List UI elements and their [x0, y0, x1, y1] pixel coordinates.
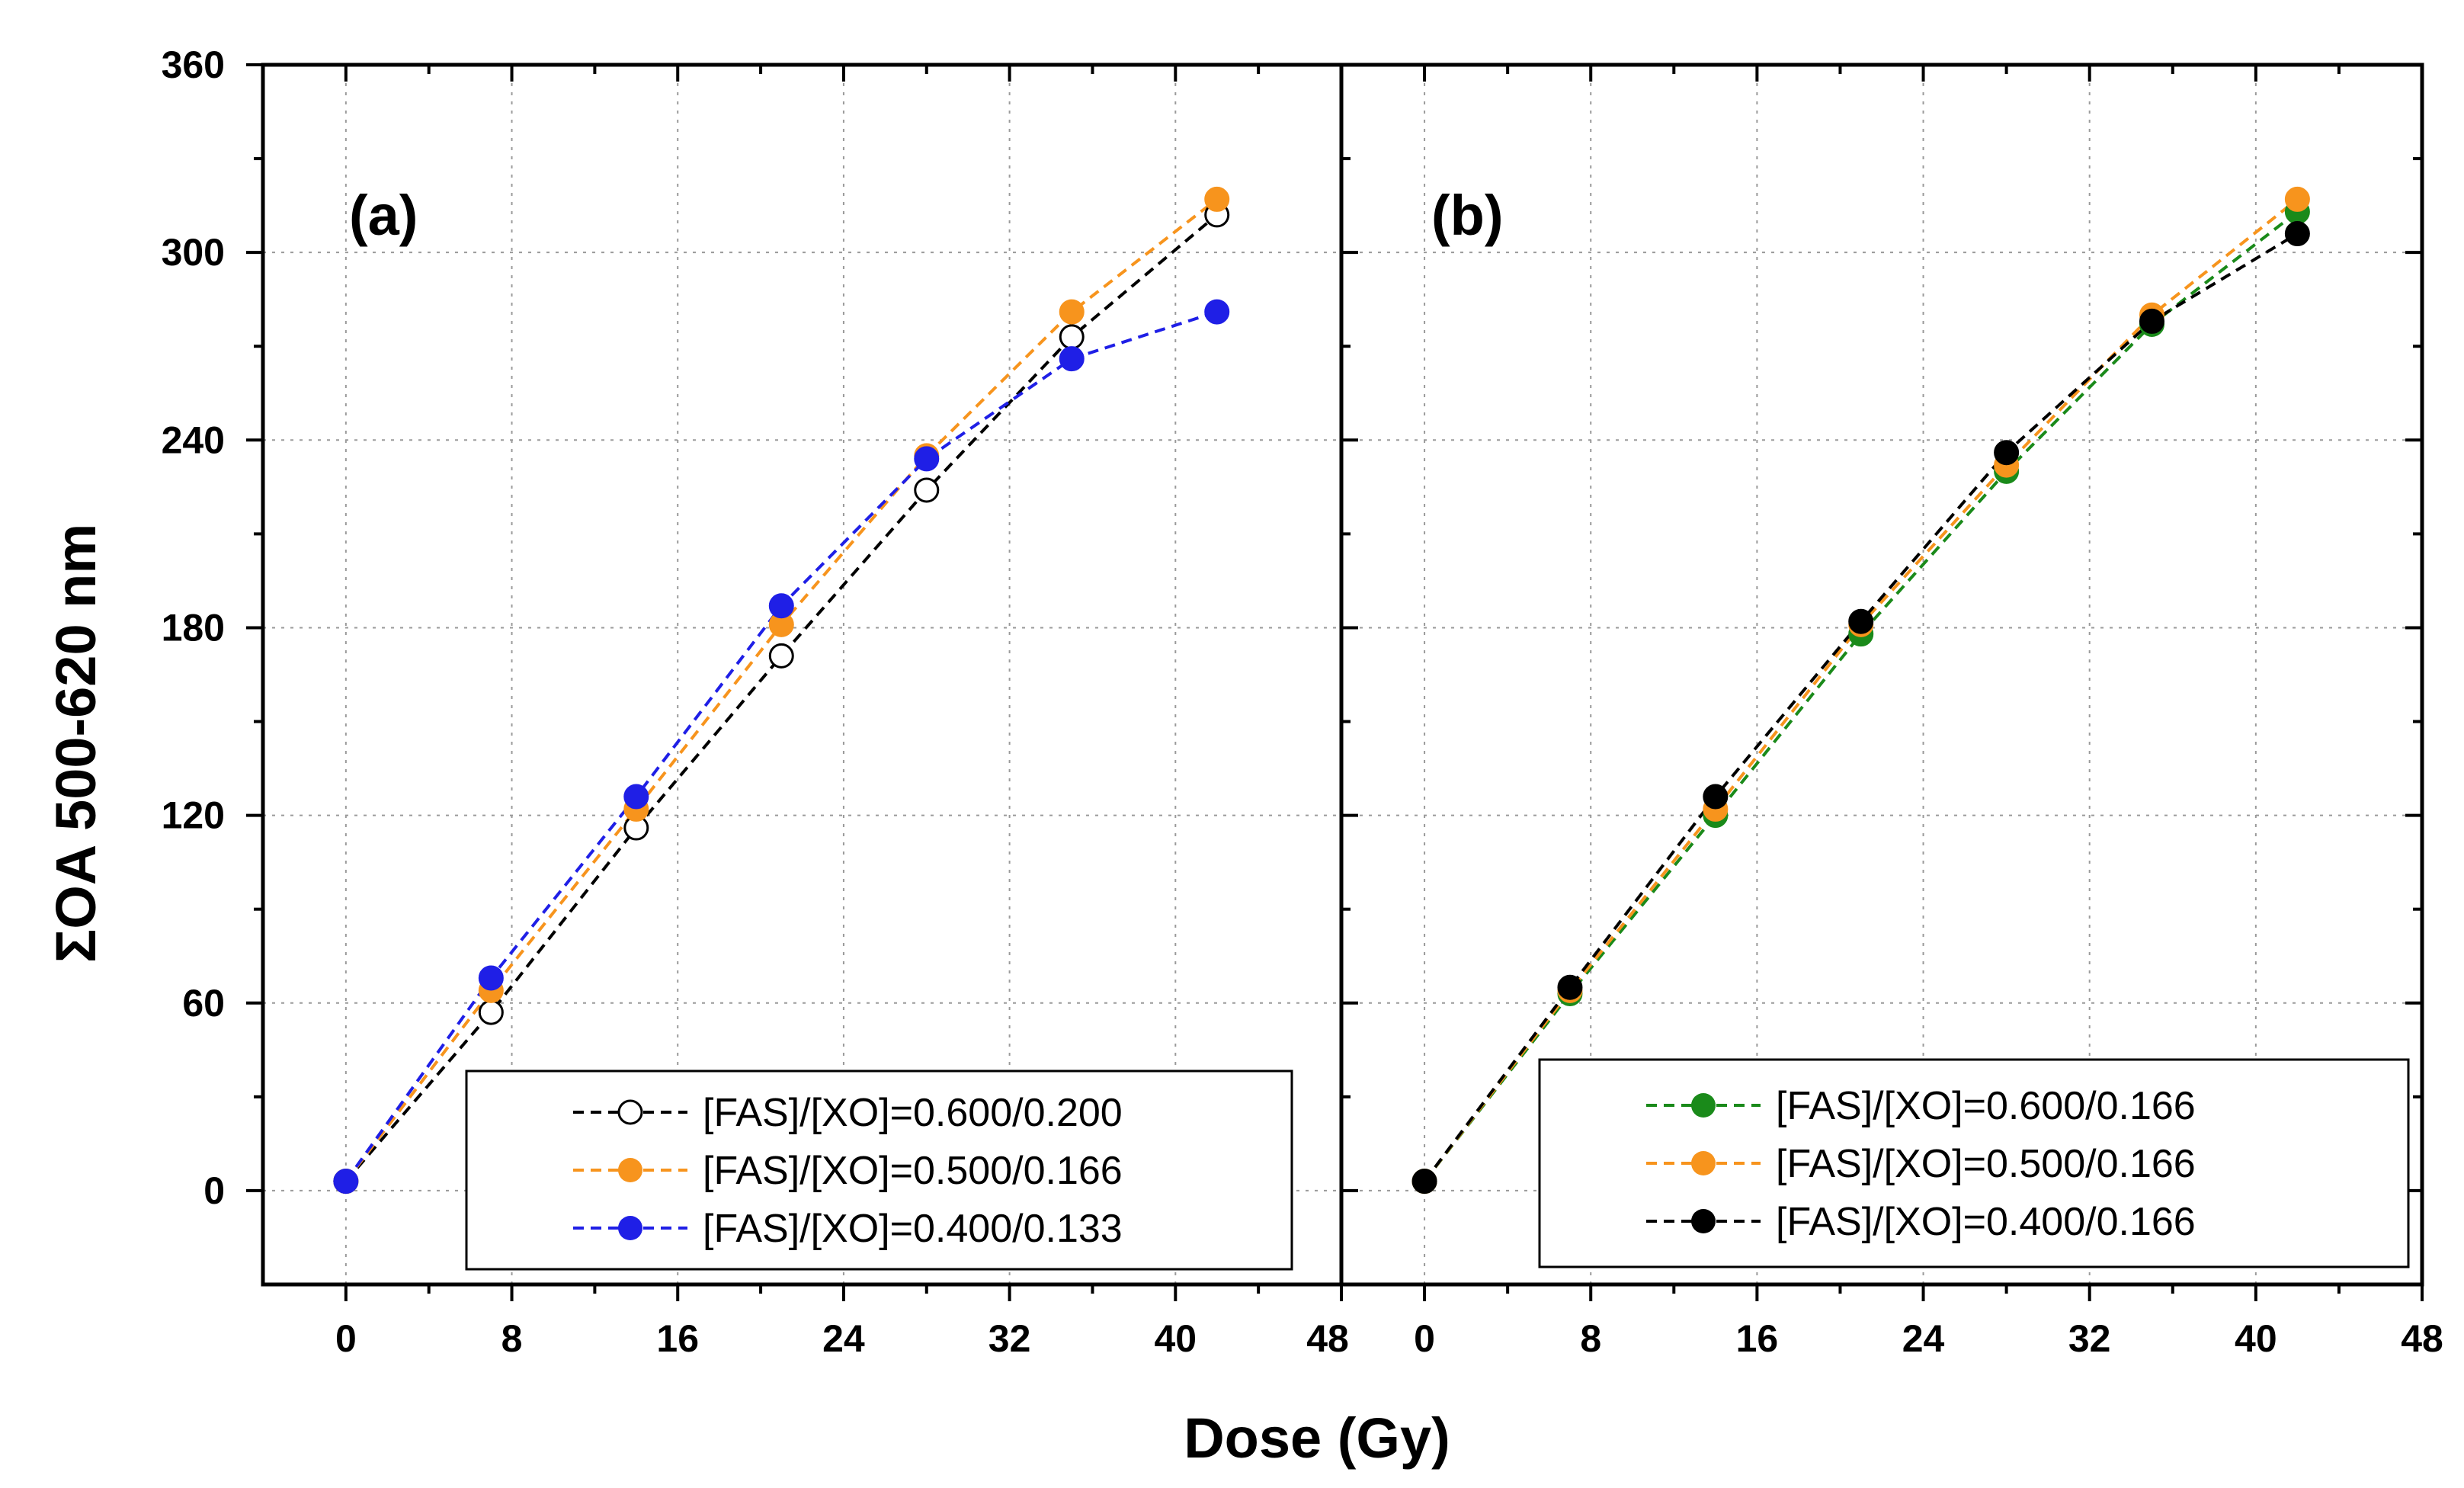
data-point	[1848, 608, 1874, 634]
legend-marker	[1691, 1209, 1716, 1233]
y-tick-label: 120	[162, 794, 225, 837]
x-tick-label: 16	[656, 1317, 699, 1360]
y-tick-label: 0	[203, 1169, 225, 1212]
legend-marker	[618, 1216, 642, 1240]
series-line-2	[344, 197, 1218, 1182]
y-tick-label: 300	[162, 231, 225, 274]
panel-a: 0 8 16 24 32 40 48 0 60 120 180 240 300 360 (a) [FAS]/[…	[162, 43, 1349, 1360]
series-line-1	[1423, 210, 2299, 1182]
y-tick-label: 60	[182, 982, 225, 1025]
data-point	[623, 784, 649, 810]
x-tick-label: 24	[822, 1317, 865, 1360]
data-point	[478, 965, 504, 991]
data-point	[914, 477, 940, 503]
legend-label: [FAS]/[XO]=0.600/0.166	[1776, 1084, 2196, 1128]
data-point	[1059, 324, 1085, 350]
panel-label: (b)	[1431, 184, 1504, 247]
legend-marker	[618, 1158, 642, 1182]
data-point	[2284, 186, 2310, 212]
x-tick-label: 40	[1154, 1317, 1197, 1360]
data-point	[914, 446, 940, 472]
x-tick-label: 48	[1306, 1317, 1349, 1360]
data-point	[2284, 221, 2310, 247]
y-tick-label: 180	[162, 606, 225, 649]
data-point	[768, 643, 794, 669]
panel-label: (a)	[349, 184, 418, 247]
x-tick-label: 24	[1902, 1317, 1945, 1360]
data-point	[2139, 308, 2164, 334]
x-tick-label: 0	[335, 1317, 357, 1360]
legend-label: [FAS]/[XO]=0.600/0.200	[703, 1091, 1123, 1135]
legend-box	[465, 1070, 1293, 1271]
series-line-1	[344, 213, 1218, 1182]
x-tick-label: 16	[1736, 1317, 1779, 1360]
series-line-3	[1423, 232, 2299, 1182]
data-point	[1703, 784, 1729, 810]
x-tick-label: 32	[988, 1317, 1031, 1360]
x-tick-label: 0	[1414, 1317, 1435, 1360]
data-point	[768, 593, 794, 619]
y-axis-title: ΣOA 500-620 nm	[44, 524, 107, 963]
x-tick-label: 8	[1580, 1317, 1601, 1360]
series-line-2	[1423, 197, 2299, 1182]
legend-marker	[617, 1099, 643, 1125]
legend-label: [FAS]/[XO]=0.500/0.166	[703, 1149, 1123, 1193]
x-tick-label: 8	[501, 1317, 523, 1360]
data-point	[1059, 346, 1085, 372]
legend-label: [FAS]/[XO]=0.400/0.166	[1776, 1200, 2196, 1244]
data-point	[1994, 440, 2020, 466]
x-tick-label: 40	[2235, 1317, 2277, 1360]
plot-layer: 0 8 16 24 32 40 48060120180240300360(a)[FAS]/[…	[162, 43, 2443, 1360]
y-tick-label: 360	[162, 43, 225, 86]
legend: [FAS]/[XO]=0.600/0.200 [FAS]/[XO]=0.500/0…	[465, 1070, 1293, 1271]
legend-label: [FAS]/[XO]=0.500/0.166	[1776, 1142, 2196, 1186]
data-point	[1059, 299, 1085, 325]
legend: [FAS]/[XO]=0.600/0.166 [FAS]/[XO]=0.500/0…	[1538, 1058, 2410, 1268]
data-point	[1204, 299, 1230, 325]
axes-frame	[1339, 63, 2424, 1287]
panel-b: 0 8 16 24 32 40 48(b)[FAS]/[XO]=0.600/0.166[FA…	[1339, 63, 2443, 1360]
x-tick-label: 48	[2401, 1317, 2443, 1360]
series-line-3	[344, 310, 1218, 1182]
x-axis-title: Dose (Gy)	[1184, 1406, 1450, 1470]
legend-marker	[1691, 1093, 1716, 1118]
data-point	[478, 999, 504, 1025]
x-tick-label: 32	[2068, 1317, 2111, 1360]
y-tick-label: 240	[162, 418, 225, 461]
data-point	[1411, 1169, 1437, 1195]
data-point	[1557, 974, 1583, 1000]
legend-marker	[1691, 1151, 1716, 1175]
data-point	[333, 1169, 359, 1195]
legend-label: [FAS]/[XO]=0.400/0.133	[703, 1207, 1123, 1251]
data-point	[1204, 186, 1230, 212]
